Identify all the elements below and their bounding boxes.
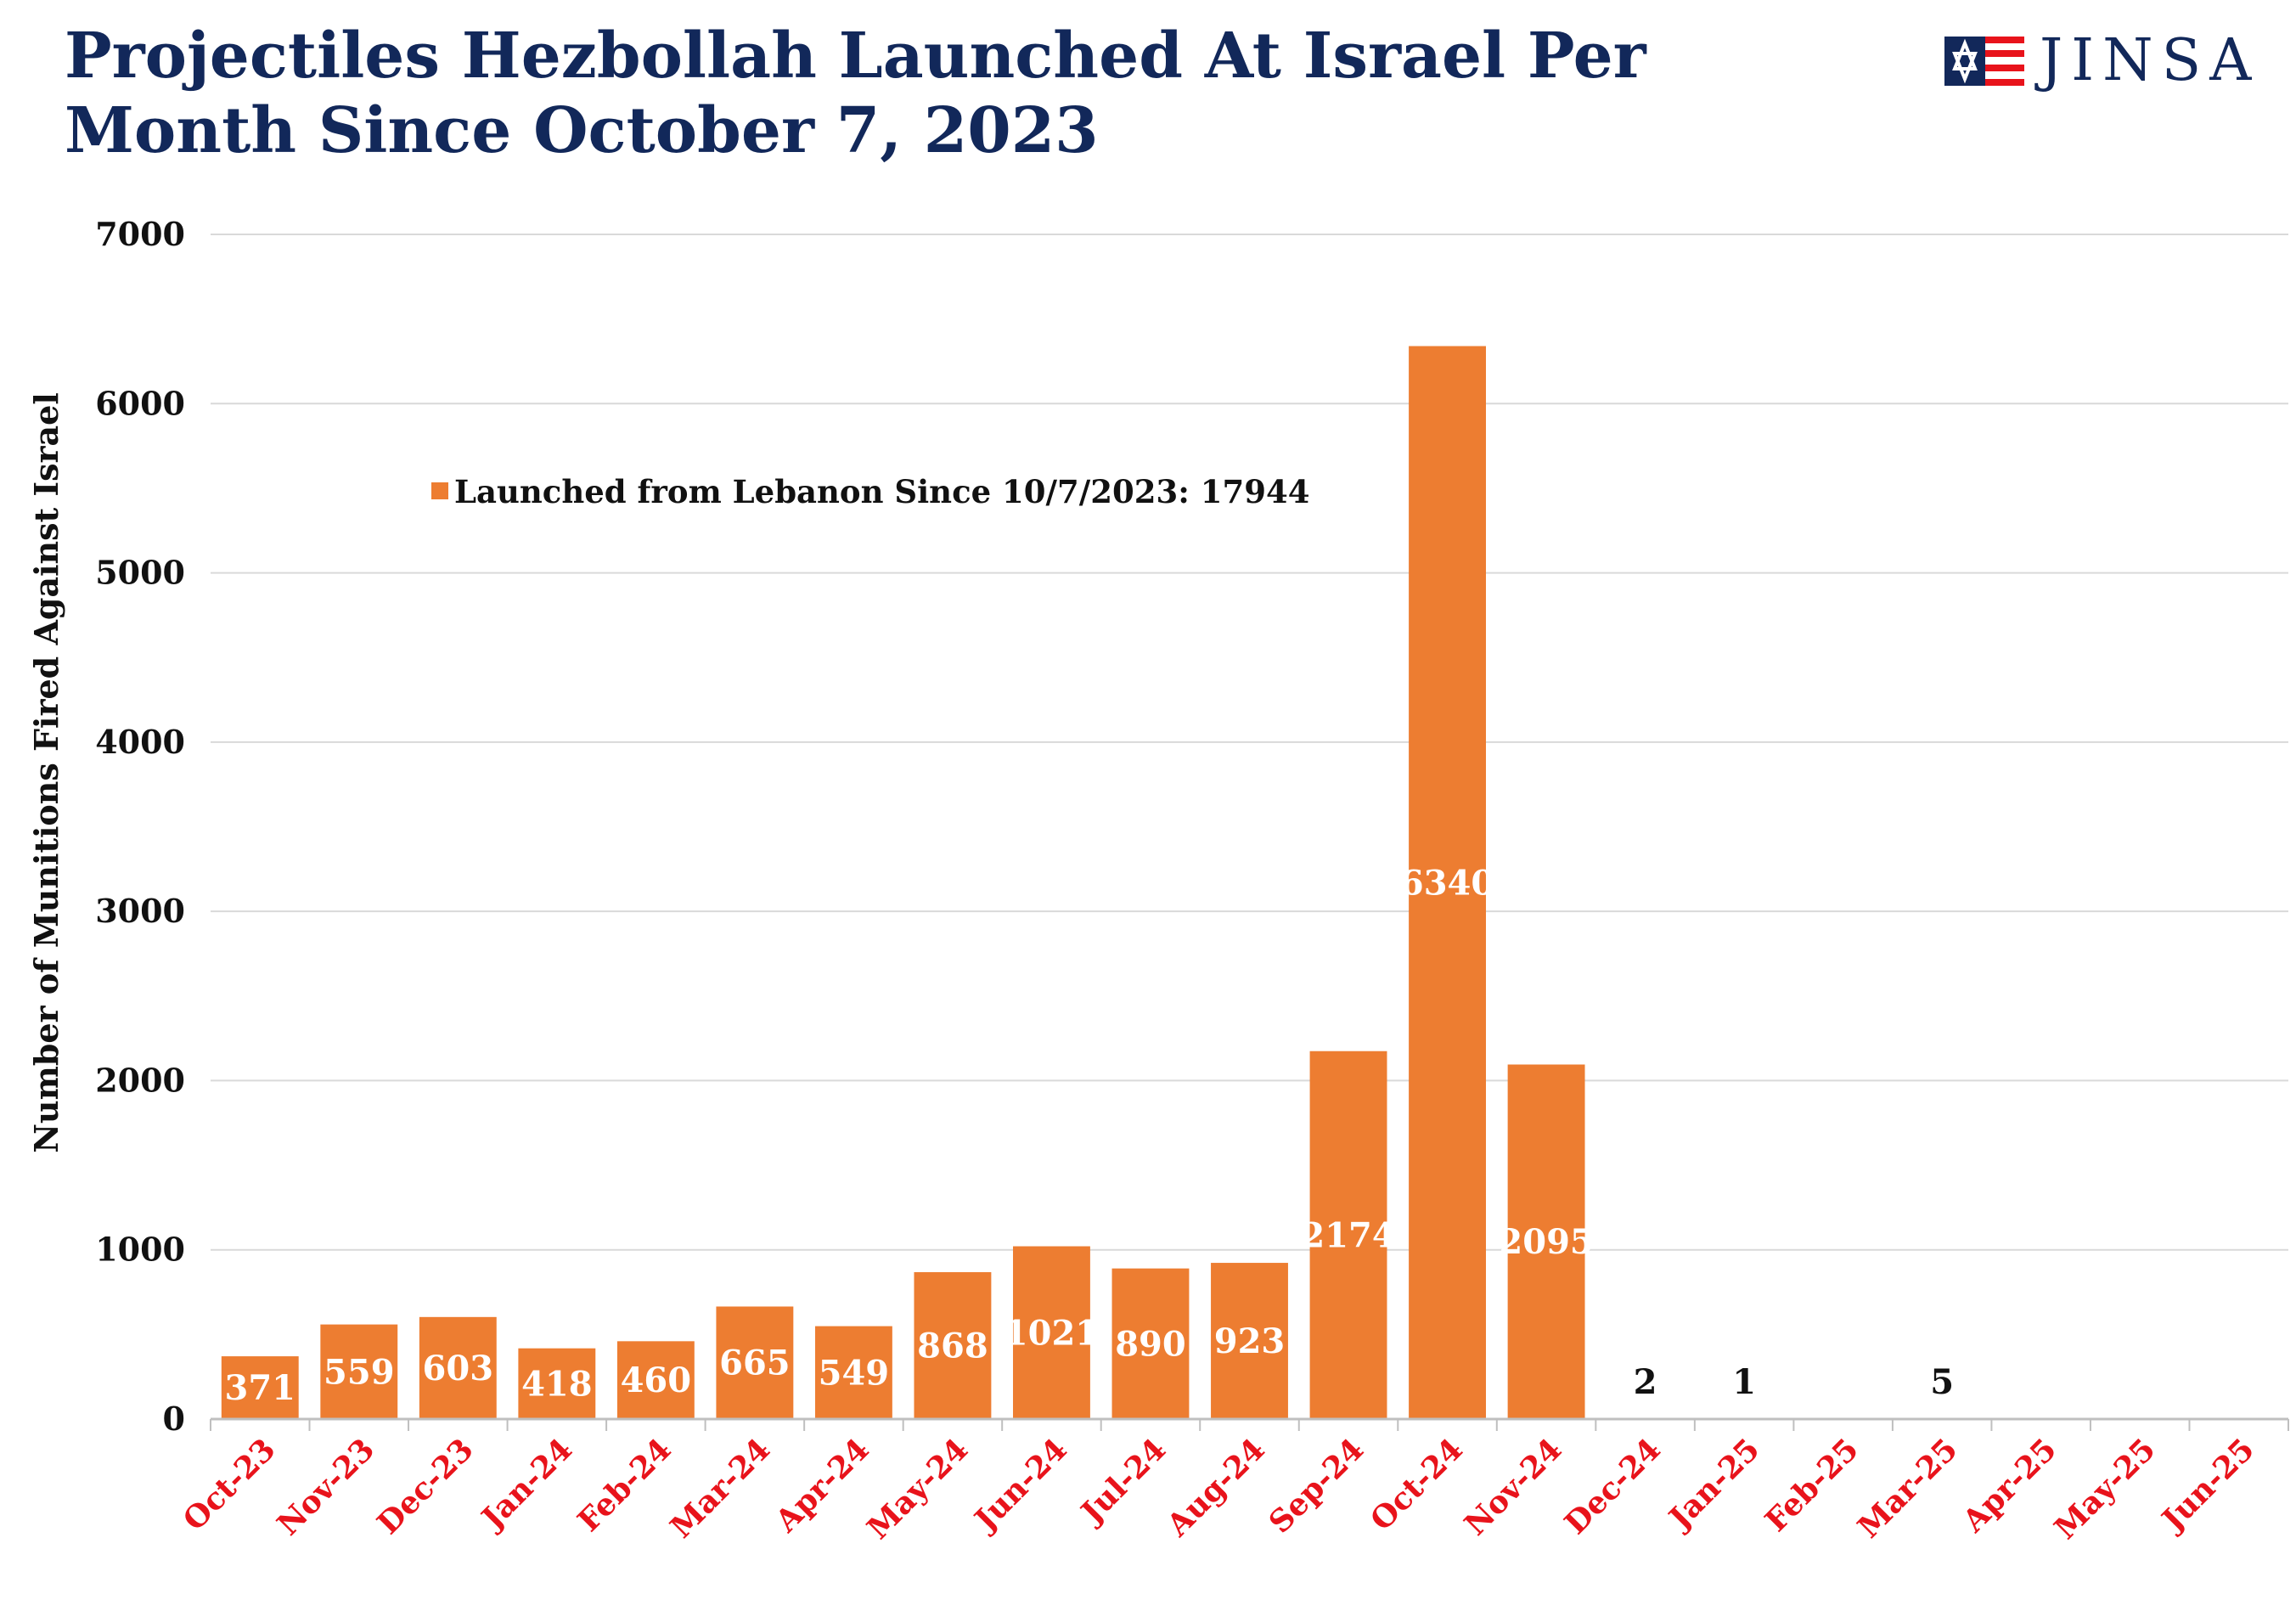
x-tick-label-May-25: May-25 bbox=[2047, 1432, 2162, 1546]
data-label-Mar-25: 5 bbox=[1930, 1362, 1954, 1402]
x-tick-label-Feb-24: Feb-24 bbox=[571, 1432, 678, 1539]
x-tick-label-Jul-24: Jul-24 bbox=[1072, 1432, 1173, 1532]
x-tick-labels: Oct-23Nov-23Dec-23Jan-24Feb-24Mar-24Apr-… bbox=[177, 1432, 2262, 1546]
x-tick-label-Jun-24: Jun-24 bbox=[966, 1432, 1074, 1540]
data-label-Dec-23: 603 bbox=[423, 1349, 494, 1389]
x-tick-label-Sep-24: Sep-24 bbox=[1262, 1432, 1370, 1541]
x-tick-label-Aug-24: Aug-24 bbox=[1159, 1432, 1271, 1544]
legend-label: Launched from Lebanon Since 10/7/2023: 1… bbox=[454, 473, 1310, 510]
data-label-Jul-24: 890 bbox=[1115, 1324, 1186, 1364]
data-label-Jan-24: 418 bbox=[521, 1364, 593, 1404]
chart-title: Projectiles Hezbollah Launched At Israel… bbox=[65, 20, 1646, 167]
data-label-Nov-24: 2095 bbox=[1499, 1222, 1593, 1262]
x-tick-label-Oct-23: Oct-23 bbox=[177, 1432, 283, 1538]
data-label-Oct-23: 371 bbox=[225, 1368, 296, 1408]
bar-Dec-23 bbox=[419, 1316, 497, 1419]
bar-Nov-23 bbox=[320, 1324, 398, 1419]
bar-Aug-24 bbox=[1211, 1263, 1288, 1419]
x-tick-label-Apr-25: Apr-25 bbox=[1956, 1432, 2063, 1540]
data-label-Apr-24: 549 bbox=[819, 1353, 890, 1393]
legend: Launched from Lebanon Since 10/7/2023: 1… bbox=[431, 473, 1310, 510]
bar-May-24 bbox=[914, 1272, 992, 1419]
data-label-Feb-24: 460 bbox=[621, 1360, 692, 1400]
logo-text: JINSA bbox=[2040, 27, 2260, 94]
x-tick-label-May-24: May-24 bbox=[860, 1432, 975, 1546]
bar-Oct-24 bbox=[1409, 346, 1486, 1419]
data-label-May-24: 868 bbox=[917, 1327, 988, 1366]
x-tick-label-Jan-24: Jan-24 bbox=[473, 1432, 579, 1538]
x-tick-label-Jan-25: Jan-25 bbox=[1661, 1432, 1767, 1538]
data-label-Jan-25: 1 bbox=[1732, 1362, 1756, 1402]
data-label-Sep-24: 2174 bbox=[1301, 1215, 1395, 1255]
y-tick-labels: 0 1000 2000 3000 4000 5000 6000 7000 bbox=[95, 215, 185, 1438]
y-tick-label-4000: 4000 bbox=[95, 723, 185, 761]
x-tick-label-Feb-25: Feb-25 bbox=[1759, 1432, 1866, 1539]
y-tick-label-0: 0 bbox=[163, 1400, 185, 1438]
x-tick-label-Nov-24: Nov-24 bbox=[1458, 1432, 1569, 1543]
bars bbox=[221, 346, 1981, 1419]
axes bbox=[210, 1417, 2289, 1431]
bar-Nov-24 bbox=[1507, 1064, 1585, 1419]
y-tick-label-2000: 2000 bbox=[95, 1061, 185, 1099]
data-labels: 371 559 603 418 460 665 549 868 1021 890 923 2174 63… bbox=[225, 863, 1955, 1408]
x-tick-label-Oct-24: Oct-24 bbox=[1364, 1432, 1470, 1538]
gridlines bbox=[211, 234, 2288, 1251]
bar-Apr-24 bbox=[814, 1326, 892, 1419]
bar-Jul-24 bbox=[1111, 1268, 1190, 1419]
jinsa-logo: JINSA bbox=[1944, 25, 2259, 97]
data-label-Mar-24: 665 bbox=[719, 1343, 791, 1383]
bar-Jan-24 bbox=[518, 1348, 596, 1419]
data-label-Dec-24: 2 bbox=[1634, 1362, 1657, 1402]
star-of-david-flag-icon bbox=[1944, 37, 2024, 86]
data-label-Nov-23: 559 bbox=[324, 1352, 395, 1392]
data-label-Aug-24: 923 bbox=[1214, 1321, 1286, 1361]
x-tick-label-Apr-24: Apr-24 bbox=[768, 1432, 875, 1540]
x-tick-label-Mar-25: Mar-25 bbox=[1851, 1432, 1965, 1546]
y-tick-label-3000: 3000 bbox=[95, 892, 185, 930]
y-tick-label-1000: 1000 bbox=[95, 1231, 185, 1269]
data-label-Oct-24: 6340 bbox=[1400, 863, 1494, 903]
y-tick-label-5000: 5000 bbox=[95, 554, 185, 592]
bar-Jun-24 bbox=[1013, 1246, 1090, 1419]
x-tick-label-Jun-25: Jun-25 bbox=[2153, 1432, 2261, 1540]
bar-Oct-23 bbox=[221, 1356, 299, 1419]
data-label-Jun-24: 1021 bbox=[1004, 1313, 1099, 1353]
x-tick-label-Dec-24: Dec-24 bbox=[1557, 1432, 1667, 1541]
bar-Feb-24 bbox=[616, 1341, 695, 1419]
x-tick-label-Nov-23: Nov-23 bbox=[270, 1432, 381, 1543]
y-tick-label-6000: 6000 bbox=[95, 384, 185, 422]
y-tick-label-7000: 7000 bbox=[95, 215, 185, 253]
y-axis-label: Number of Munitions Fired Against Israel bbox=[27, 392, 65, 1153]
bar-Mar-24 bbox=[716, 1306, 794, 1419]
bar-Sep-24 bbox=[1309, 1051, 1387, 1419]
x-tick-label-Dec-23: Dec-23 bbox=[370, 1432, 480, 1541]
x-tick-label-Mar-24: Mar-24 bbox=[663, 1432, 777, 1546]
legend-swatch bbox=[431, 482, 448, 499]
